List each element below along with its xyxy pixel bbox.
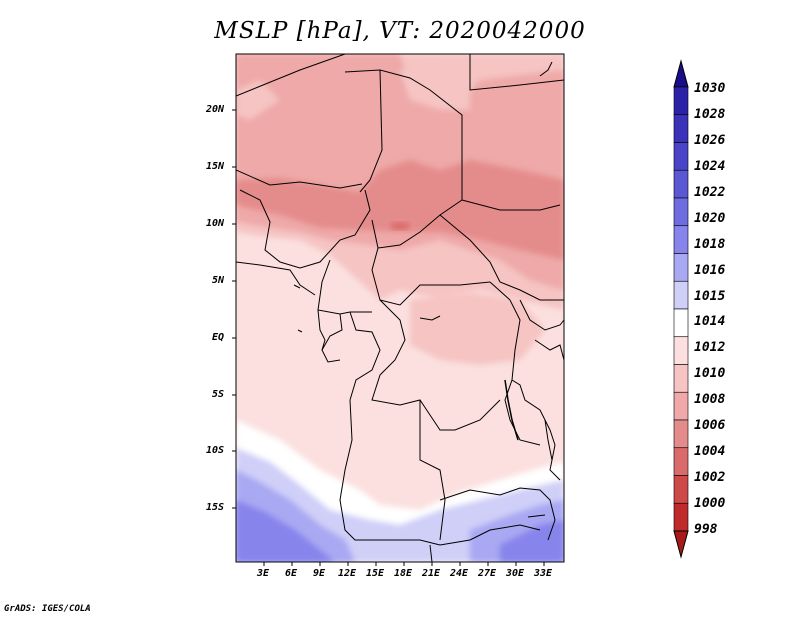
colorbar-bottom-arrow	[673, 530, 689, 559]
lat-tick-label: 10S	[206, 445, 225, 456]
lon-tick-label: 21E	[422, 568, 441, 579]
colorbar-swatch	[673, 253, 689, 282]
lat-tick-label: 5S	[212, 389, 225, 400]
colorbar-label: 1020	[694, 210, 726, 226]
colorbar-label: 1004	[694, 444, 726, 460]
colorbar-label: 1010	[694, 366, 726, 382]
lat-tick-label: EQ	[212, 332, 225, 343]
colorbar-label: 1002	[694, 470, 726, 486]
colorbar-swatch	[673, 114, 689, 143]
colorbar-label: 1022	[694, 184, 726, 200]
lat-tick-label: 10N	[206, 218, 225, 229]
colorbar-label: 1026	[694, 132, 726, 148]
colorbar-top-arrow	[673, 59, 689, 88]
lon-tick-label: 9E	[313, 568, 326, 579]
colorbar-label: 998	[694, 522, 718, 537]
colorbar-swatch	[673, 419, 689, 449]
lat-tick-label: 15S	[206, 502, 225, 513]
lat-tick-label: 15N	[206, 161, 225, 172]
colorbar-swatch	[673, 308, 689, 338]
colorbar-label: 1016	[694, 262, 726, 278]
colorbar-swatch	[673, 169, 689, 199]
colorbar-label: 1008	[694, 392, 726, 408]
lon-tick-label: 33E	[534, 568, 553, 579]
colorbar-label: 1024	[694, 158, 726, 174]
lon-tick-label: 3E	[257, 568, 270, 579]
country-borders	[236, 54, 564, 562]
colorbar-swatch	[673, 280, 689, 310]
lat-tick-label: 5N	[212, 275, 225, 286]
tick-marks	[232, 109, 545, 566]
colorbar-swatch	[673, 86, 689, 116]
pressure-field	[236, 54, 564, 562]
colorbar-label: 1012	[694, 340, 726, 356]
lon-tick-label: 15E	[366, 568, 385, 579]
colorbar-swatch	[673, 197, 689, 227]
colorbar-swatch	[673, 447, 689, 476]
map-title: MSLP [hPa], VT: 2020042000	[214, 18, 586, 44]
colorbar-swatch	[673, 142, 689, 171]
colorbar-label: 1030	[694, 81, 726, 96]
colorbar-swatch	[673, 475, 689, 504]
lon-tick-label: 12E	[338, 568, 357, 579]
lat-tick-label: 20N	[206, 104, 225, 115]
colorbar-swatch	[673, 502, 689, 532]
colorbar	[673, 59, 689, 559]
lon-tick-label: 6E	[285, 568, 298, 579]
lon-tick-label: 27E	[478, 568, 497, 579]
colorbar-swatch	[673, 225, 689, 254]
colorbar-label: 1015	[694, 288, 726, 304]
colorbar-label: 1014	[694, 314, 726, 330]
map-frame	[235, 53, 565, 563]
colorbar-label: 1006	[694, 418, 726, 434]
colorbar-swatch	[673, 391, 689, 421]
colorbar-label: 1000	[694, 496, 726, 512]
lon-tick-label: 30E	[506, 568, 525, 579]
lon-tick-label: 18E	[394, 568, 413, 579]
colorbar-swatch	[673, 364, 689, 393]
colorbar-label: 1018	[694, 236, 726, 252]
colorbar-label: 1028	[694, 106, 726, 122]
colorbar-swatch	[673, 336, 689, 365]
footer-credit: GrADS: IGES/COLA	[4, 604, 91, 614]
lon-tick-label: 24E	[450, 568, 469, 579]
